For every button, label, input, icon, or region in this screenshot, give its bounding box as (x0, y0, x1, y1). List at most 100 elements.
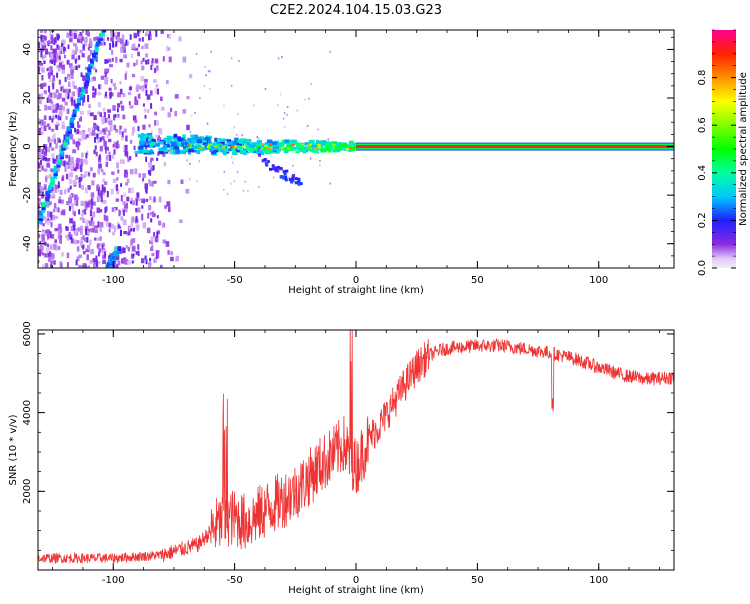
spectrogram-cell (154, 256, 157, 263)
spectrogram-cell (77, 227, 81, 232)
x-tick-label: -100 (102, 275, 125, 286)
spectrogram-cell (318, 143, 323, 149)
spectrogram-cell (158, 147, 163, 152)
spectrogram-cell (73, 30, 78, 33)
spectrogram-cell (99, 222, 104, 228)
spectrogram-cell (43, 82, 47, 87)
spectrogram-cell (40, 131, 44, 135)
spectrogram-cell (155, 252, 158, 260)
spectrogram-cell (62, 105, 66, 112)
spectrogram-cell (112, 32, 116, 37)
spectrogram-cell (102, 178, 105, 183)
spectrogram-cell (158, 220, 162, 226)
spectrogram-cell (206, 122, 209, 125)
spectrogram-cell (100, 209, 103, 213)
spectrogram-cell (137, 250, 140, 256)
spectrogram-cell (38, 96, 41, 103)
spectrogram-cell (98, 84, 102, 90)
spectrogram-cell (53, 61, 56, 66)
spectrogram-cell (83, 37, 87, 42)
spectrogram-cell (149, 137, 154, 142)
spectrogram-cell (104, 215, 109, 222)
spectrogram-cell (38, 152, 42, 158)
spectrogram-cell (108, 228, 111, 233)
spectrogram-cell (59, 238, 62, 244)
spectrogram-cell (73, 85, 78, 89)
spectrogram-cell (90, 112, 94, 117)
spectrogram-cell (207, 70, 210, 73)
spectrogram-cell (92, 201, 96, 206)
spectrogram-cell (79, 158, 84, 163)
spectrogram-cell (63, 134, 66, 141)
spectrogram-cell (106, 37, 109, 41)
spectrogram-cell (74, 58, 77, 64)
spectrogram-cell (145, 156, 148, 163)
spectrogram-cell (122, 45, 126, 50)
spectrogram-cell (132, 126, 136, 133)
spectrogram-cell (198, 160, 201, 163)
spectrogram-cell (50, 233, 55, 239)
spectrogram-cell (67, 128, 72, 134)
spectrogram-cell (294, 177, 298, 181)
spectrogram-cell (286, 142, 291, 148)
spectrogram-cell (194, 111, 196, 114)
spectrogram-cell (94, 44, 99, 50)
spectrogram-cell (47, 136, 51, 143)
spectrogram-cell (38, 233, 41, 239)
spectrogram-cell (292, 174, 296, 177)
spectrogram-cell (112, 40, 114, 48)
spectrogram-cell (129, 85, 132, 91)
spectrogram-cell (281, 56, 283, 58)
spectrogram-cell (38, 188, 41, 194)
spectrogram-cell (53, 54, 57, 58)
spectrogram-cell (72, 220, 75, 225)
spectrogram-cell (66, 236, 70, 241)
spectrogram-cell (325, 141, 332, 146)
spectrogram-cell (130, 197, 133, 202)
spectrogram-cell (89, 49, 93, 56)
y-tick-label: 20 (22, 92, 33, 105)
spectrogram-cell (93, 115, 97, 121)
x-tick-label: 50 (471, 575, 484, 586)
spectrogram-cell (245, 139, 252, 143)
spectrogram-cell (104, 181, 108, 186)
spectrogram-cell (149, 31, 152, 36)
spectrogram-cell (50, 147, 55, 151)
spectrogram-cell (70, 236, 72, 240)
spectrogram-cell (43, 90, 47, 94)
spectrogram-cell (115, 40, 118, 47)
spectrogram-cell (144, 114, 147, 119)
spectrogram-cell (112, 178, 117, 183)
spectrogram-cell (69, 185, 72, 190)
spectrogram-cell (53, 243, 57, 250)
spectrogram-cell (64, 189, 67, 195)
spectrogram-cell (102, 118, 105, 123)
spectrogram-cell (119, 81, 122, 85)
x-tick-label: 100 (589, 575, 608, 586)
spectrogram-cell (111, 207, 114, 212)
spectrogram-cell (113, 43, 117, 48)
spectrogram-cell (72, 80, 75, 87)
spectrogram-cell (297, 147, 300, 150)
spectrogram-cell (50, 221, 53, 228)
spectrogram-cell (59, 50, 63, 55)
spectrogram-cell (266, 139, 273, 144)
spectrogram-cell (121, 136, 124, 141)
spectrogram-cell (57, 207, 60, 213)
spectrogram-cell (72, 221, 76, 228)
spectrogram-cell (186, 96, 190, 100)
spectrogram-cell (308, 97, 310, 100)
spectrogram-cell (82, 251, 86, 255)
spectrogram-cell (38, 146, 41, 153)
spectrogram-cell (75, 46, 79, 53)
spectrogram-cell (103, 112, 106, 118)
spectrogram-cell (58, 51, 61, 57)
spectrogram-cell (101, 247, 106, 253)
spectrogram-cell (348, 148, 352, 153)
spectrogram-cell (87, 110, 91, 116)
spectrogram-cell (78, 254, 83, 259)
spectrogram-cell (129, 169, 134, 175)
spectrogram-cell (83, 209, 87, 215)
spectrogram-cell (128, 187, 132, 194)
spectrogram-cell (279, 167, 283, 171)
